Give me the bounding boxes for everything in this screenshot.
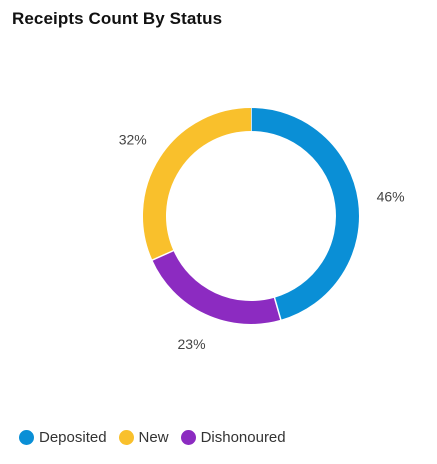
slice-label-dishonoured: 23% (178, 336, 206, 352)
donut-slice-dishonoured[interactable] (152, 250, 281, 324)
chart-title: Receipts Count By Status (12, 9, 223, 28)
slice-separator (151, 249, 175, 262)
legend-marker-new (118, 430, 134, 445)
slice-label-deposited: 46% (377, 188, 405, 204)
slice-separator (273, 296, 282, 321)
legend-marker-deposited (19, 430, 34, 445)
slice-label-new: 32% (119, 131, 147, 147)
legend-label-deposited: Deposited (39, 429, 107, 446)
legend-item-new[interactable]: New (118, 429, 169, 446)
legend-item-dishonoured[interactable]: Dishonoured (180, 429, 286, 446)
donut-slice-deposited[interactable] (250, 108, 359, 320)
legend-label-new: New (138, 429, 169, 446)
legend-marker-dishonoured (180, 430, 196, 445)
legend-label-dishonoured: Dishonoured (200, 429, 286, 446)
donut-slice-new[interactable] (143, 108, 252, 261)
chart-legend: Deposited New Dishonoured (19, 429, 286, 446)
legend-item-deposited[interactable]: Deposited (19, 429, 107, 446)
